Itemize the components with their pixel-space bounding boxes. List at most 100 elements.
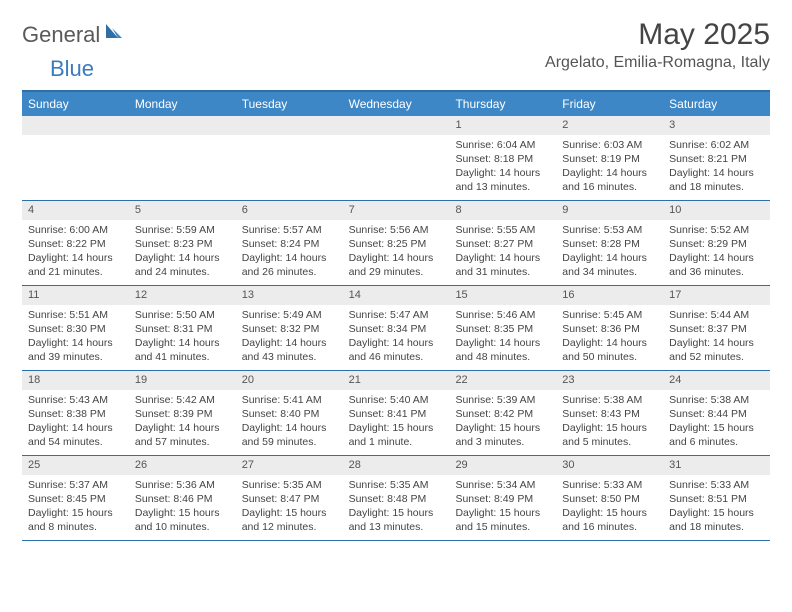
day-body: Sunrise: 6:03 AMSunset: 8:19 PMDaylight:… [556, 135, 663, 199]
day-number: 4 [22, 201, 129, 220]
day-body: Sunrise: 5:59 AMSunset: 8:23 PMDaylight:… [129, 220, 236, 284]
daylight-line: Daylight: 14 hours and 13 minutes. [455, 166, 550, 194]
daylight-line: Daylight: 14 hours and 41 minutes. [135, 336, 230, 364]
day-cell: 11Sunrise: 5:51 AMSunset: 8:30 PMDayligh… [22, 286, 129, 370]
location-text: Argelato, Emilia-Romagna, Italy [545, 54, 770, 72]
sunset-line: Sunset: 8:43 PM [562, 407, 657, 421]
daylight-line: Daylight: 14 hours and 29 minutes. [349, 251, 444, 279]
day-header-friday: Friday [556, 92, 663, 116]
sunrise-line: Sunrise: 5:59 AM [135, 223, 230, 237]
day-body: Sunrise: 5:49 AMSunset: 8:32 PMDaylight:… [236, 305, 343, 369]
sunset-line: Sunset: 8:42 PM [455, 407, 550, 421]
day-header-row: Sunday Monday Tuesday Wednesday Thursday… [22, 92, 770, 116]
day-cell: 27Sunrise: 5:35 AMSunset: 8:47 PMDayligh… [236, 456, 343, 540]
day-cell: 15Sunrise: 5:46 AMSunset: 8:35 PMDayligh… [449, 286, 556, 370]
weeks-container: 1Sunrise: 6:04 AMSunset: 8:18 PMDaylight… [22, 116, 770, 541]
week-row: 25Sunrise: 5:37 AMSunset: 8:45 PMDayligh… [22, 456, 770, 541]
week-row: 4Sunrise: 6:00 AMSunset: 8:22 PMDaylight… [22, 201, 770, 286]
daylight-line: Daylight: 15 hours and 18 minutes. [669, 506, 764, 534]
day-cell: 1 Sunrise: 6:04 AMSunset: 8:18 PMDaylight… [449, 116, 556, 200]
day-number: 13 [236, 286, 343, 305]
sunset-line: Sunset: 8:47 PM [242, 492, 337, 506]
sunset-line: Sunset: 8:27 PM [455, 237, 550, 251]
daylight-line: Daylight: 15 hours and 12 minutes. [242, 506, 337, 534]
day-number: 15 [449, 286, 556, 305]
sunrise-line: Sunrise: 5:35 AM [349, 478, 444, 492]
day-body: Sunrise: 5:38 AMSunset: 8:43 PMDaylight:… [556, 390, 663, 454]
day-header-tuesday: Tuesday [236, 92, 343, 116]
sunrise-line: Sunrise: 5:56 AM [349, 223, 444, 237]
day-cell: 3Sunrise: 6:02 AMSunset: 8:21 PMDaylight… [663, 116, 770, 200]
day-cell: 25Sunrise: 5:37 AMSunset: 8:45 PMDayligh… [22, 456, 129, 540]
sunrise-line: Sunrise: 5:50 AM [135, 308, 230, 322]
day-number: 28 [343, 456, 450, 475]
sunrise-line: Sunrise: 5:55 AM [455, 223, 550, 237]
sunrise-line: Sunrise: 5:51 AM [28, 308, 123, 322]
daylight-line: Daylight: 15 hours and 15 minutes. [455, 506, 550, 534]
day-cell: 23Sunrise: 5:38 AMSunset: 8:43 PMDayligh… [556, 371, 663, 455]
day-cell [343, 116, 450, 200]
sunrise-line: Sunrise: 5:46 AM [455, 308, 550, 322]
day-number: 22 [449, 371, 556, 390]
week-row: 1 Sunrise: 6:04 AMSunset: 8:18 PMDaylight… [22, 116, 770, 201]
day-body: Sunrise: 5:33 AMSunset: 8:50 PMDaylight:… [556, 475, 663, 539]
day-header-wednesday: Wednesday [343, 92, 450, 116]
logo-text-gray: General [22, 22, 100, 48]
day-number: 9 [556, 201, 663, 220]
calendar-page: General May 2025 Argelato, Emilia-Romagn… [0, 0, 792, 559]
sunrise-line: Sunrise: 5:47 AM [349, 308, 444, 322]
day-number: 1 [449, 116, 556, 135]
logo: General [22, 18, 126, 48]
sunrise-line: Sunrise: 5:33 AM [562, 478, 657, 492]
day-number: 18 [22, 371, 129, 390]
daylight-line: Daylight: 15 hours and 10 minutes. [135, 506, 230, 534]
day-body: Sunrise: 5:37 AMSunset: 8:45 PMDaylight:… [22, 475, 129, 539]
sunrise-line: Sunrise: 5:37 AM [28, 478, 123, 492]
day-number: 8 [449, 201, 556, 220]
day-body: Sunrise: 5:44 AMSunset: 8:37 PMDaylight:… [663, 305, 770, 369]
day-cell: 21Sunrise: 5:40 AMSunset: 8:41 PMDayligh… [343, 371, 450, 455]
day-header-saturday: Saturday [663, 92, 770, 116]
daylight-line: Daylight: 15 hours and 16 minutes. [562, 506, 657, 534]
day-body: Sunrise: 5:45 AMSunset: 8:36 PMDaylight:… [556, 305, 663, 369]
day-number: 6 [236, 201, 343, 220]
sunrise-line: Sunrise: 5:34 AM [455, 478, 550, 492]
day-number [129, 116, 236, 135]
day-cell: 13Sunrise: 5:49 AMSunset: 8:32 PMDayligh… [236, 286, 343, 370]
sunrise-line: Sunrise: 5:52 AM [669, 223, 764, 237]
sunrise-line: Sunrise: 5:39 AM [455, 393, 550, 407]
day-number [343, 116, 450, 135]
day-body: Sunrise: 6:02 AMSunset: 8:21 PMDaylight:… [663, 135, 770, 199]
sunrise-line: Sunrise: 5:45 AM [562, 308, 657, 322]
sunset-line: Sunset: 8:49 PM [455, 492, 550, 506]
day-body: Sunrise: 5:38 AMSunset: 8:44 PMDaylight:… [663, 390, 770, 454]
day-cell [236, 116, 343, 200]
day-cell: 28Sunrise: 5:35 AMSunset: 8:48 PMDayligh… [343, 456, 450, 540]
day-body: Sunrise: 5:46 AMSunset: 8:35 PMDaylight:… [449, 305, 556, 369]
day-number: 14 [343, 286, 450, 305]
daylight-line: Daylight: 15 hours and 5 minutes. [562, 421, 657, 449]
sunset-line: Sunset: 8:30 PM [28, 322, 123, 336]
sunrise-line: Sunrise: 6:04 AM [455, 138, 550, 152]
day-body: Sunrise: 5:52 AMSunset: 8:29 PMDaylight:… [663, 220, 770, 284]
sunrise-line: Sunrise: 5:49 AM [242, 308, 337, 322]
day-number: 19 [129, 371, 236, 390]
day-cell [129, 116, 236, 200]
sunrise-line: Sunrise: 5:43 AM [28, 393, 123, 407]
day-body: Sunrise: 5:35 AMSunset: 8:47 PMDaylight:… [236, 475, 343, 539]
day-number: 29 [449, 456, 556, 475]
day-body: Sunrise: 5:36 AMSunset: 8:46 PMDaylight:… [129, 475, 236, 539]
day-body: Sunrise: 5:40 AMSunset: 8:41 PMDaylight:… [343, 390, 450, 454]
sunset-line: Sunset: 8:34 PM [349, 322, 444, 336]
sunset-line: Sunset: 8:18 PM [455, 152, 550, 166]
calendar-grid: Sunday Monday Tuesday Wednesday Thursday… [22, 90, 770, 541]
day-body: Sunrise: 5:56 AMSunset: 8:25 PMDaylight:… [343, 220, 450, 284]
day-body: Sunrise: 5:47 AMSunset: 8:34 PMDaylight:… [343, 305, 450, 369]
daylight-line: Daylight: 14 hours and 26 minutes. [242, 251, 337, 279]
day-number: 3 [663, 116, 770, 135]
sunset-line: Sunset: 8:45 PM [28, 492, 123, 506]
sunrise-line: Sunrise: 5:41 AM [242, 393, 337, 407]
sunset-line: Sunset: 8:46 PM [135, 492, 230, 506]
day-number: 27 [236, 456, 343, 475]
week-row: 18Sunrise: 5:43 AMSunset: 8:38 PMDayligh… [22, 371, 770, 456]
